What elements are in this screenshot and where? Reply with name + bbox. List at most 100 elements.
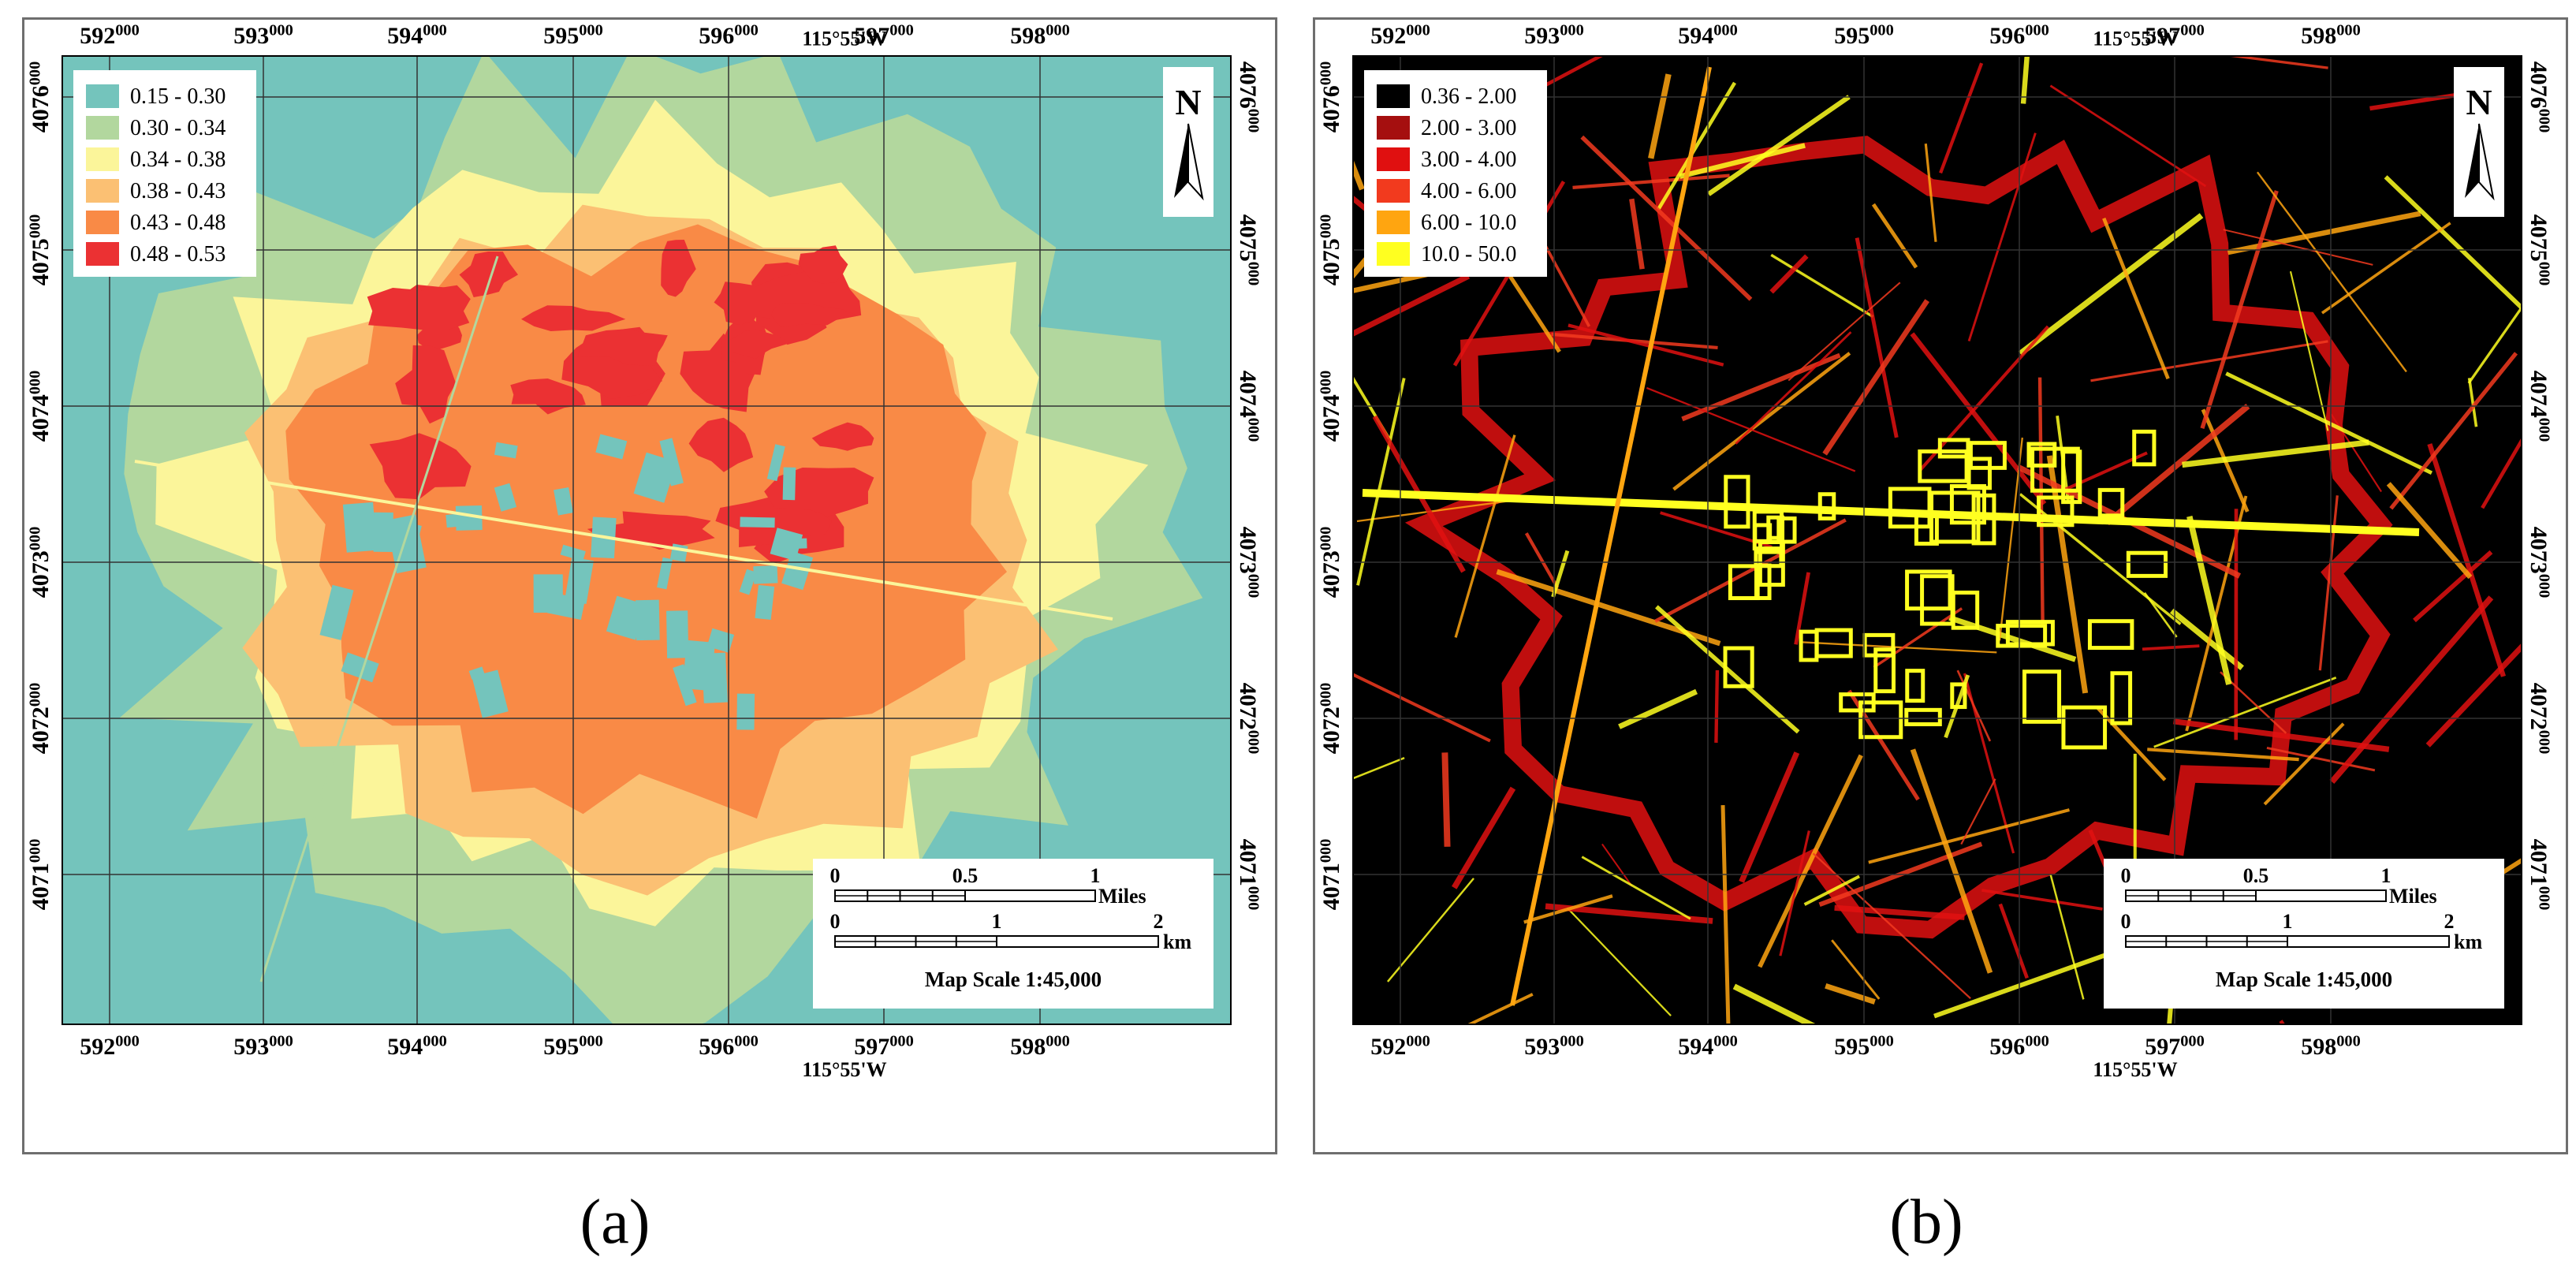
y-tick-left: 4073000: [1318, 527, 1345, 598]
building-outline: [2087, 619, 2134, 651]
x-tick-bottom-sup: 000: [1870, 1033, 1894, 1050]
y-tick-left-main: 4071: [1318, 863, 1344, 910]
zone-048-053: [661, 240, 696, 297]
y-tick-left-main: 4075: [28, 238, 54, 285]
edge-feature: [1758, 754, 1863, 968]
km-tick: 1: [2283, 910, 2293, 933]
low-patch: [666, 610, 689, 658]
building-outline: [1873, 647, 1896, 694]
x-tick-bottom-main: 595: [1834, 1034, 1870, 1060]
x-tick-bottom: 597000: [854, 1033, 914, 1061]
low-patch: [455, 505, 483, 531]
legend-swatch: [1377, 211, 1410, 234]
building-outline: [1724, 475, 1750, 529]
low-patch: [770, 528, 803, 561]
edge-feature: [2425, 643, 2522, 748]
y-tick-left: 4071000: [27, 839, 54, 911]
edge-feature: [1779, 830, 1810, 956]
edge-feature: [1568, 323, 1724, 367]
y-tick-right-sup: 000: [1245, 574, 1262, 598]
edge-feature: [1601, 843, 1633, 887]
longitude-label-top: 115°55'W: [802, 27, 886, 50]
low-patch: [606, 595, 647, 640]
y-tick-left: 4074000: [27, 371, 54, 442]
x-tick-top-sup: 000: [734, 22, 759, 39]
y-tick-left-sup: 000: [1318, 527, 1335, 551]
map-panel-a: 592000 592000 593000 593000 594000 594000 5950…: [22, 17, 1277, 1154]
x-tick-top-main: 596: [1989, 23, 2025, 49]
edge-feature: [1679, 143, 1806, 179]
map-a: 5920005920005930005930005940005940005950…: [27, 22, 1262, 1082]
edge-feature: [1802, 641, 1997, 654]
y-tick-left-sup: 000: [27, 62, 44, 86]
low-patch: [701, 652, 728, 703]
edge-feature: [1822, 299, 1929, 456]
panel-label-a: (a): [580, 1188, 651, 1257]
edge-feature: [2413, 550, 2493, 623]
y-tick-right: 4071000: [1235, 839, 1262, 911]
low-patch: [565, 557, 594, 604]
building-outline: [1904, 707, 1942, 726]
edge-feature: [1910, 748, 1993, 974]
y-tick-left-sup: 000: [27, 371, 44, 395]
y-tick-right-main: 4076: [2526, 62, 2552, 109]
edge-feature: [1655, 605, 1800, 734]
y-tick-right-main: 4072: [1235, 683, 1261, 730]
y-tick-right-sup: 000: [1245, 109, 1262, 133]
y-tick-left: 4076000: [1318, 62, 1345, 133]
building-outline: [2132, 429, 2157, 467]
building-outline: [1776, 516, 1797, 544]
edge-feature: [1967, 132, 2037, 342]
y-tick-left-sup: 000: [27, 214, 44, 239]
y-tick-right-main: 4071: [2526, 839, 2552, 886]
edge-feature: [1910, 332, 2047, 505]
x-tick-bottom-sup: 000: [115, 1033, 140, 1050]
y-tick-right-sup: 000: [2536, 418, 2553, 442]
legend-swatch: [86, 147, 119, 171]
x-tick-top: 597000: [2145, 22, 2205, 50]
x-tick-bottom-main: 593: [1524, 1034, 1560, 1060]
building-outline: [1814, 628, 1853, 658]
building-outline: [1817, 492, 1836, 520]
zone-048-053: [688, 417, 754, 472]
low-patch: [669, 543, 688, 562]
y-tick-left-main: 4076: [28, 85, 54, 132]
edge-feature: [2147, 748, 2299, 762]
y-tick-left-main: 4074: [1318, 394, 1344, 442]
y-tick-left: 4072000: [27, 683, 54, 755]
building-outline: [1839, 692, 1876, 713]
building-outline: [2022, 669, 2062, 724]
x-tick-bottom-main: 594: [387, 1034, 423, 1060]
y-tick-right-sup: 000: [2536, 262, 2553, 286]
low-patch: [494, 483, 517, 512]
y-tick-right: 4074000: [1235, 371, 1262, 442]
edge-feature: [2049, 84, 2207, 188]
zone-048-053: [587, 511, 715, 550]
building-outline: [2005, 620, 2055, 647]
edge-feature: [2037, 377, 2045, 625]
legend-label: 3.00 - 4.00: [1421, 147, 1516, 172]
low-patch: [659, 438, 684, 487]
north-arrow-icon-half: [1187, 123, 1204, 201]
edge-feature: [1825, 983, 1876, 1005]
legend-label: 0.34 - 0.38: [130, 147, 226, 172]
x-tick-top-sup: 000: [2336, 22, 2361, 39]
x-tick-bottom: 593000: [233, 1033, 293, 1061]
legend-label: 0.15 - 0.30: [130, 84, 226, 109]
edge-feature: [1581, 856, 1691, 920]
edge-feature: [1981, 889, 2103, 911]
y-tick-left-sup: 000: [27, 527, 44, 551]
edge-feature: [1356, 499, 1515, 523]
legend-label: 0.43 - 0.48: [130, 211, 226, 235]
edge-feature: [2467, 305, 2522, 384]
y-tick-right-sup: 000: [1245, 886, 1262, 911]
edge-feature: [1654, 518, 1847, 623]
y-tick-right-sup: 000: [1245, 418, 1262, 442]
edge-feature: [2223, 229, 2373, 266]
km-unit: km: [2454, 930, 2482, 953]
panel-label-b: (b): [1889, 1188, 1963, 1257]
x-tick-top: 596000: [1989, 22, 2049, 50]
y-tick-right-main: 4075: [1235, 214, 1261, 262]
x-tick-bottom-sup: 000: [734, 1033, 759, 1050]
